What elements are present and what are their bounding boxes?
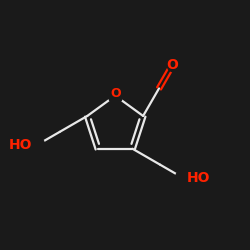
Text: O: O xyxy=(166,58,178,72)
Text: HO: HO xyxy=(187,171,210,185)
Text: O: O xyxy=(110,87,120,100)
Text: HO: HO xyxy=(9,138,33,152)
